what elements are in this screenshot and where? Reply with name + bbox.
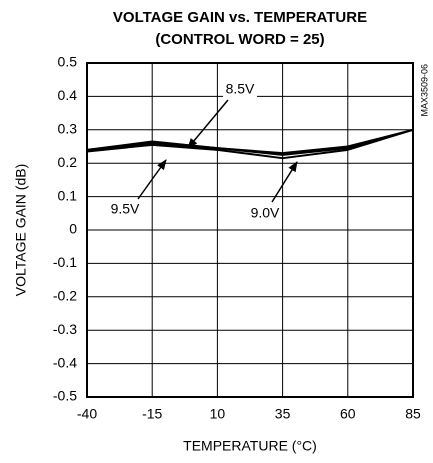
label-bg <box>223 81 257 99</box>
y-tick-label: 0.2 <box>58 154 78 170</box>
series-line <box>86 128 414 156</box>
y-tick-label: 0.4 <box>58 87 78 103</box>
y-tick-label: 0 <box>69 221 77 237</box>
y-tick-label: 0.5 <box>58 54 78 70</box>
x-tick-label: -40 <box>77 406 97 422</box>
y-tick-label: -0.3 <box>53 321 77 337</box>
y-tick-label: -0.4 <box>53 354 77 370</box>
label-bg <box>108 201 142 219</box>
y-tick-label: -0.5 <box>53 388 77 404</box>
series-label: 8.5V <box>226 81 255 97</box>
y-tick-label: 0.1 <box>58 187 78 203</box>
side-note: MAX3509-06 <box>419 64 429 117</box>
callout-arrow <box>137 159 167 200</box>
x-tick-label: 60 <box>340 406 356 422</box>
y-tick-label: 0.3 <box>58 121 78 137</box>
x-tick-label: 35 <box>275 406 291 422</box>
plot-frame <box>86 62 414 398</box>
y-axis-label: VOLTAGE GAIN (dB) <box>13 164 29 297</box>
callout-arrow <box>271 161 298 203</box>
series-line <box>86 128 414 160</box>
x-tick-label: 85 <box>405 406 421 422</box>
x-axis-label: TEMPERATURE (°C) <box>183 438 317 454</box>
y-tick-label: -0.1 <box>53 254 77 270</box>
x-tick-label: -15 <box>142 406 162 422</box>
chart-subtitle: (CONTROL WORD = 25) <box>155 31 324 48</box>
label-bg <box>248 205 282 223</box>
chart-title: VOLTAGE GAIN vs. TEMPERATURE <box>113 9 367 26</box>
series-label: 9.0V <box>251 205 280 221</box>
series-label: 9.5V <box>111 201 140 217</box>
x-tick-label: 10 <box>210 406 226 422</box>
series-line <box>86 128 414 155</box>
callout-arrow <box>187 99 229 149</box>
y-tick-label: -0.2 <box>53 288 77 304</box>
